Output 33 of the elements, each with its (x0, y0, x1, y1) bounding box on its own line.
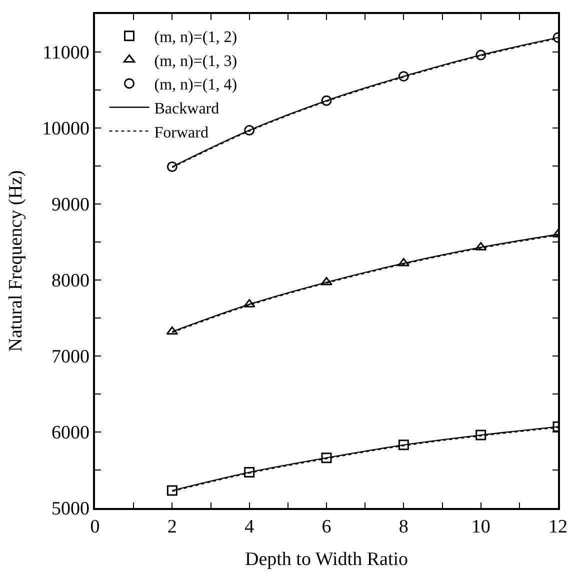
x-tick-label: 10 (471, 516, 490, 538)
x-tick-label: 8 (398, 516, 408, 538)
y-tick-label: 8000 (51, 270, 90, 292)
point (166, 326, 178, 335)
y-tick-label: 10000 (42, 118, 90, 140)
legend-label: (m, n)=(1, 3) (154, 52, 238, 70)
point (321, 452, 332, 464)
point (321, 95, 332, 106)
point (244, 467, 255, 478)
x-tick-label: 12 (548, 516, 568, 538)
point (398, 71, 409, 82)
point (476, 430, 486, 440)
point (244, 125, 255, 136)
y-tick-label: 11000 (42, 42, 90, 64)
point (166, 485, 178, 496)
x-tick-label: 2 (167, 516, 177, 538)
point (320, 277, 332, 286)
legend-label: (m, n)=(1, 2) (154, 29, 238, 46)
y-tick-label: 7000 (51, 346, 90, 368)
x-tick-label: 4 (244, 516, 255, 538)
y-axis-title: Natural Frequency (Hz) (5, 170, 26, 352)
legend-label: Backward (154, 100, 220, 118)
legend-label: (m, n)=(1, 4) (154, 76, 238, 94)
x-tick-label: 0 (90, 516, 100, 538)
y-tick-label: 6000 (51, 422, 90, 444)
x-tick-label: 6 (322, 516, 332, 538)
point (166, 162, 178, 172)
x-axis-title: Depth to Width Ratio (244, 548, 408, 570)
y-tick-label: 5000 (51, 498, 90, 520)
point (398, 440, 409, 450)
point (476, 50, 486, 60)
legend-label: Forward (154, 124, 208, 142)
y-tick-label: 9000 (51, 194, 90, 216)
